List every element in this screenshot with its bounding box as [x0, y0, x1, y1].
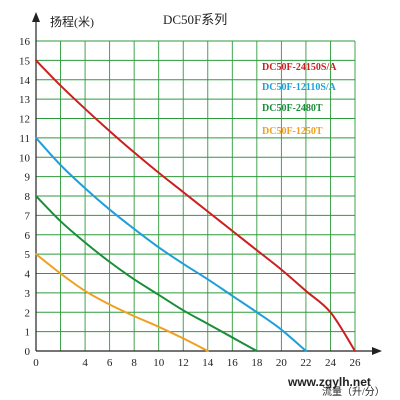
y-tick-label: 14: [19, 75, 31, 87]
x-tick-label: 6: [107, 357, 113, 369]
legend: DC50F-24150S/A DC50F-12110S/A DC50F-2480…: [262, 62, 337, 137]
x-tick-label: 26: [350, 357, 362, 369]
x-tick-label: 12: [178, 357, 189, 369]
y-tick-label: 2: [25, 307, 31, 319]
y-tick-label: 5: [25, 249, 31, 261]
x-tick-label: 24: [325, 357, 337, 369]
y-tick-label: 3: [25, 288, 31, 300]
series-line-1: [35, 136, 307, 352]
grid: [36, 40, 356, 351]
x-tick-label: 8: [131, 357, 137, 369]
x-tick-label: 20: [276, 357, 288, 369]
y-tick-label: 16: [19, 36, 31, 48]
x-axis-label: 流量（升/分）: [322, 385, 385, 398]
series-line-0: [35, 59, 356, 352]
y-tick-label: 12: [19, 114, 30, 126]
legend-entry-3: DC50F-1250T: [262, 126, 323, 137]
y-tick-label: 7: [25, 210, 31, 222]
series-line-2: [35, 195, 258, 352]
series-line-3: [35, 253, 209, 352]
x-tick-label: 10: [153, 357, 165, 369]
y-tick-label: 4: [25, 269, 31, 281]
x-tick-label: 16: [227, 357, 239, 369]
x-tick-label: 4: [82, 357, 88, 369]
watermark: www.zgylh.net: [287, 375, 371, 389]
chart-title: DC50F系列: [163, 12, 227, 27]
y-tick-label: 11: [19, 133, 30, 145]
legend-entry-2: DC50F-2480T: [262, 103, 323, 114]
y-tick-label: 10: [19, 152, 31, 164]
y-tick-label: 0: [25, 346, 31, 358]
y-tick-label: 9: [25, 172, 31, 184]
y-tick-label: 6: [25, 230, 31, 242]
x-tick-label: 22: [300, 357, 311, 369]
legend-entry-0: DC50F-24150S/A: [262, 62, 337, 73]
x-tick-label: 14: [202, 357, 214, 369]
y-axis-label: 扬程(米): [50, 14, 94, 29]
y-axis-arrow: [32, 12, 40, 22]
x-axis-arrow: [372, 347, 382, 355]
y-tick-label: 1: [25, 327, 31, 339]
y-tick-label: 13: [19, 94, 31, 106]
x-tick-label: 0: [33, 357, 39, 369]
legend-entry-1: DC50F-12110S/A: [262, 82, 337, 93]
series-lines: [35, 59, 356, 352]
y-tick-label: 8: [25, 191, 31, 203]
y-tick-label: 15: [19, 55, 31, 67]
x-tick-label: 18: [251, 357, 263, 369]
